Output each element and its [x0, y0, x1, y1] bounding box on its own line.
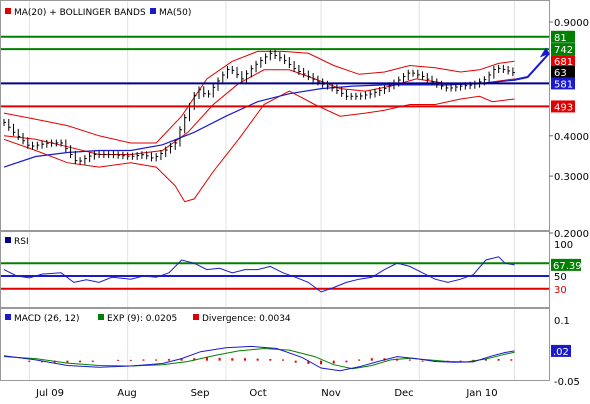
divergence-bar	[282, 359, 285, 361]
divergence-bar	[142, 359, 145, 361]
rsi-panel: 30 67.39	[1, 256, 582, 296]
level-label-box	[551, 55, 575, 68]
divergence-bar	[332, 360, 335, 364]
legend-label: EXP (9): 0.0205	[107, 314, 177, 324]
divergence-bar	[269, 359, 272, 361]
rsi-ytick-label: 100	[554, 240, 573, 251]
ma50-line	[3, 79, 515, 168]
macd-current-box	[551, 344, 571, 357]
level-label: 493	[554, 102, 573, 113]
divergence-bar	[294, 360, 297, 363]
x-tick-label: Sep	[191, 388, 210, 399]
x-tick-label: Jul 09	[35, 388, 64, 399]
level-label-box	[551, 66, 575, 79]
level-label: 581	[554, 79, 573, 90]
legend-swatch	[5, 8, 11, 14]
divergence-bar	[345, 360, 348, 363]
divergence-bar	[218, 357, 221, 361]
legend-swatch	[5, 237, 11, 243]
divergence-bar	[497, 359, 500, 361]
legend-swatch	[150, 8, 156, 14]
divergence-bar	[243, 358, 246, 361]
rsi-current-label: 67.39	[553, 261, 582, 272]
x-tick-label: Oct	[249, 388, 266, 399]
macd-current-label: .02	[553, 347, 569, 358]
macd-ytick-label: 0.1	[554, 316, 570, 327]
legend-label: RSI	[14, 237, 29, 247]
x-tick-label: Jan 10	[465, 388, 497, 399]
x-tick-label: Dec	[394, 388, 413, 399]
divergence-bar	[28, 360, 31, 362]
legend-swatch	[193, 314, 199, 320]
divergence-bar	[472, 359, 475, 361]
bollinger-upper-line	[3, 50, 515, 144]
divergence-bar	[231, 358, 234, 361]
legend-label: MA(50)	[159, 8, 191, 18]
rsi-ytick-label: 50	[554, 272, 567, 283]
level-label-box	[551, 100, 575, 113]
rsi-level-label: 30	[554, 285, 567, 296]
divergence-bar	[79, 360, 82, 363]
macd-line	[3, 345, 515, 372]
macd-ytick-label: -0.05	[554, 377, 580, 388]
rsi-line	[3, 256, 515, 293]
legend-label: MACD (26, 12)	[14, 314, 80, 324]
legend-label: Divergence: 0.0034	[202, 314, 291, 324]
divergence-bar	[180, 358, 183, 361]
divergence-bar	[459, 360, 462, 362]
projection-arrow-head	[539, 47, 550, 58]
level-label-box	[551, 30, 575, 43]
divergence-bar	[307, 360, 310, 364]
bollinger-lower-line	[3, 90, 515, 203]
divergence-bar	[155, 359, 158, 361]
legend-swatch	[98, 314, 104, 320]
divergence-bar	[320, 360, 323, 365]
price-ytick-label: 0.4000	[554, 132, 589, 143]
level-label: 681	[554, 57, 573, 68]
divergence-bar	[117, 359, 120, 361]
x-tick-label: Aug	[117, 388, 137, 399]
price-ytick-label: 0.2000	[554, 229, 589, 240]
divergence-bar	[256, 358, 259, 361]
divergence-bar	[205, 357, 208, 361]
divergence-bar	[167, 359, 170, 361]
divergence-bar	[193, 358, 196, 361]
signal-line	[3, 347, 515, 370]
level-label-box	[551, 43, 575, 56]
x-tick-label: Nov	[321, 388, 341, 399]
divergence-bar	[66, 360, 69, 363]
price-bars	[3, 49, 515, 165]
price-ytick-label: 0.3000	[554, 172, 589, 183]
projection-arrow	[513, 52, 550, 82]
legend-label: MA(20) + BOLLINGER BANDS	[14, 8, 146, 18]
divergence-bar	[370, 358, 373, 361]
rsi-current-box	[551, 258, 581, 271]
level-label: 742	[554, 45, 573, 56]
divergence-bar	[421, 360, 424, 362]
rsi-panel-frame	[0, 231, 550, 308]
price-ytick-label: 0.9000	[554, 18, 589, 29]
grid	[28, 1, 515, 380]
level-label: 81	[554, 33, 567, 44]
divergence-bar	[408, 359, 411, 361]
divergence-bar	[510, 359, 513, 361]
divergence-bar	[484, 359, 487, 361]
divergence-bar	[91, 360, 94, 362]
bollinger-bands	[3, 50, 515, 203]
legend-swatch	[5, 314, 11, 320]
macd-panel-frame	[0, 308, 550, 381]
divergence-bar	[358, 359, 361, 361]
macd-panel: .02	[3, 344, 571, 372]
level-label: 63	[554, 68, 567, 79]
price-panel-frame	[0, 0, 550, 231]
divergence-bar	[129, 359, 132, 361]
legends: MA(20) + BOLLINGER BANDS MA(50) RSI MACD (2…	[5, 8, 291, 324]
level-label-box	[551, 77, 575, 90]
